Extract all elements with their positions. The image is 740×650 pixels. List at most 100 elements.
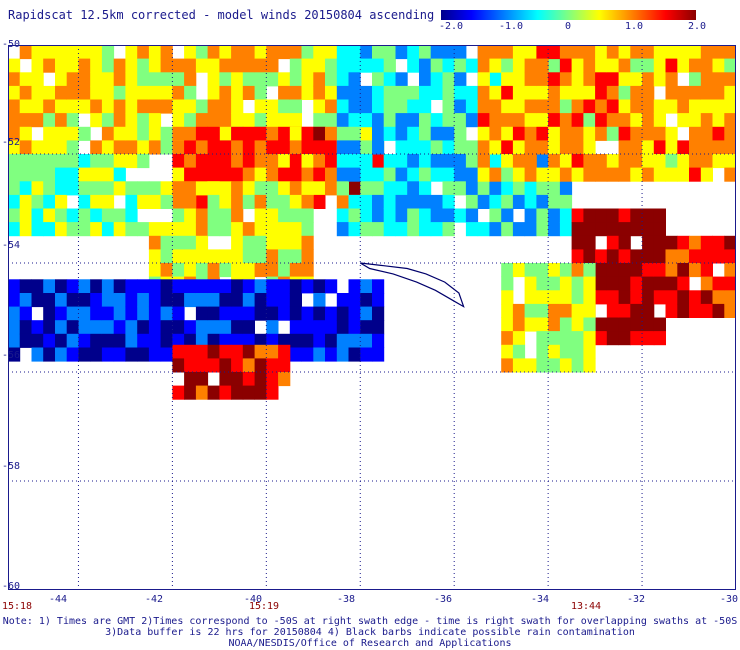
heatmap-cell [78,333,91,348]
heatmap-cell [231,181,244,196]
heatmap-cell [195,45,209,60]
heatmap-cell [19,181,32,196]
heatmap-cell [595,126,608,141]
heatmap-cell [219,140,232,155]
heatmap-cell [501,113,514,128]
heatmap-cell [125,208,138,223]
heatmap-cell [536,208,549,223]
y-tick-label: -54 [2,240,21,251]
heatmap-cell [512,85,526,100]
heatmap-cell [559,126,573,141]
heatmap-cell [207,208,220,223]
heatmap-cell [395,181,408,196]
heatmap-cell [242,140,255,155]
heatmap-cell [160,222,173,237]
heatmap-cell [207,99,220,114]
heatmap-cell [184,372,197,387]
heatmap-cell [548,181,561,196]
heatmap-cell [8,208,21,223]
heatmap-cell [231,263,244,278]
heatmap-cell [712,290,725,305]
heatmap-cell [536,317,549,332]
heatmap-cell [90,320,103,335]
heatmap-cell [665,85,678,100]
heatmap-cell [172,293,185,308]
heatmap-cell [383,208,396,223]
heatmap-cell [700,167,713,182]
heatmap-cell [442,222,455,237]
heatmap-cell [31,113,44,128]
south-georgia-coastline [359,262,465,308]
heatmap-cell [148,333,162,348]
heatmap-cell [325,72,338,87]
heatmap-cell [90,279,103,294]
heatmap-cell [242,45,255,60]
heatmap-cell [31,167,44,182]
heatmap-cell [642,72,655,87]
colorbar [441,10,696,20]
heatmap-cell [419,126,432,141]
heatmap-cell [489,45,502,60]
heatmap-cell [313,58,326,73]
heatmap-cell [419,208,432,223]
heatmap-cell [477,154,490,169]
heatmap-cell [55,208,68,223]
heatmap-cell [219,85,232,100]
heatmap-cell [242,58,255,73]
heatmap-cell [195,194,209,209]
heatmap-cell [501,167,514,182]
heatmap-cell [78,181,91,196]
heatmap-cell [489,154,502,169]
heatmap-cell [524,140,537,155]
heatmap-cell [372,347,385,362]
heatmap-cell [172,320,185,335]
heatmap-cell [430,222,443,237]
heatmap-cell [430,167,443,182]
colorbar-tick: 0 [564,21,572,32]
heatmap-cell [700,249,713,264]
heatmap-cell [548,126,561,141]
heatmap-cell [148,99,162,114]
heatmap-cell [172,58,185,73]
heatmap-cell [148,306,162,321]
heatmap-cell [231,167,244,182]
heatmap-cell [583,85,596,100]
heatmap-cell [501,140,514,155]
heatmap-cell [66,279,79,294]
heatmap-cell [90,113,103,128]
heatmap-cell [184,208,197,223]
heatmap-cell [113,113,126,128]
heatmap-cell [348,72,361,87]
heatmap-cell [289,154,302,169]
heatmap-cell [383,222,396,237]
heatmap-cell [548,45,561,60]
heatmap-cell [90,293,103,308]
heatmap-cell [254,208,267,223]
heatmap-cell [559,276,573,291]
heatmap-cell [101,72,115,87]
heatmap-cell [712,85,725,100]
heatmap-cell [66,347,79,362]
heatmap-cell [618,140,631,155]
heatmap-cell [642,331,655,346]
heatmap-cell [712,45,725,60]
heatmap-cell [360,306,373,321]
heatmap-cell [184,235,197,250]
heatmap-cell [125,58,138,73]
heatmap-cell [31,222,44,237]
heatmap-cell [512,140,526,155]
heatmap-cell [548,358,561,373]
heatmap-cell [160,249,173,264]
data-region [665,235,736,318]
heatmap-cell [125,113,138,128]
heatmap-cell [501,72,514,87]
heatmap-cell [278,194,291,209]
heatmap-cell [289,263,302,278]
heatmap-cell [43,347,56,362]
heatmap-cell [184,85,197,100]
heatmap-cell [325,333,338,348]
heatmap-cell [559,290,573,305]
heatmap-cell [454,58,467,73]
heatmap-cell [595,113,608,128]
heatmap-cell [606,208,619,223]
